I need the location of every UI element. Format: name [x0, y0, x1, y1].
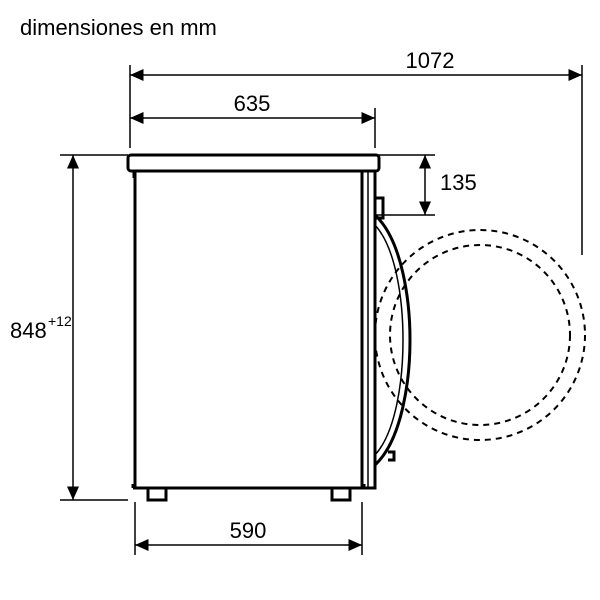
dim-base-width: 590 — [230, 518, 267, 543]
dim-door-drop: 135 — [440, 170, 477, 195]
door-swing-arc — [375, 230, 585, 440]
dim-overall-width: 1072 — [406, 48, 455, 73]
dim-height-tolerance: +12 — [48, 313, 72, 329]
appliance-outline — [128, 155, 410, 500]
dim-height: 848 — [10, 318, 47, 343]
dim-body-width: 635 — [234, 91, 271, 116]
diagram-title: dimensiones en mm — [20, 15, 217, 40]
